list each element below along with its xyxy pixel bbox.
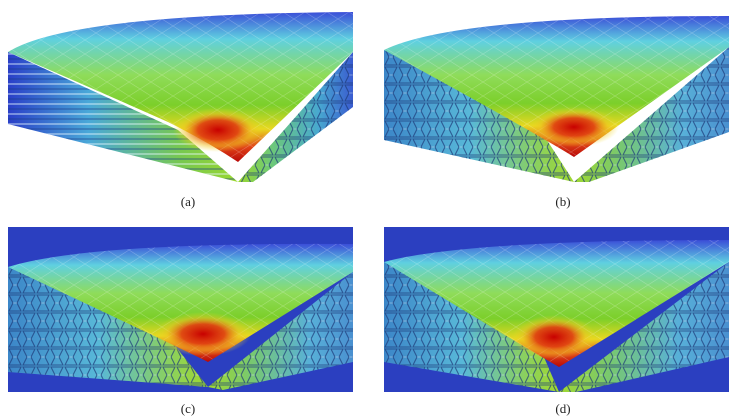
panel-c-image (8, 227, 353, 392)
panel-b-image (384, 16, 729, 182)
panel-a-caption: (a) (180, 194, 196, 209)
panel-b-caption: (b) (555, 194, 571, 209)
panel-d-caption: (d) (555, 401, 571, 416)
panel-a-image (8, 12, 353, 182)
figure-panel-c (8, 222, 353, 397)
figure-panel-b (384, 12, 729, 187)
panel-c-caption: (c) (180, 401, 196, 416)
figure-panel-a (8, 12, 353, 187)
panel-d-image (384, 227, 729, 392)
figure-panel-d (384, 222, 729, 397)
